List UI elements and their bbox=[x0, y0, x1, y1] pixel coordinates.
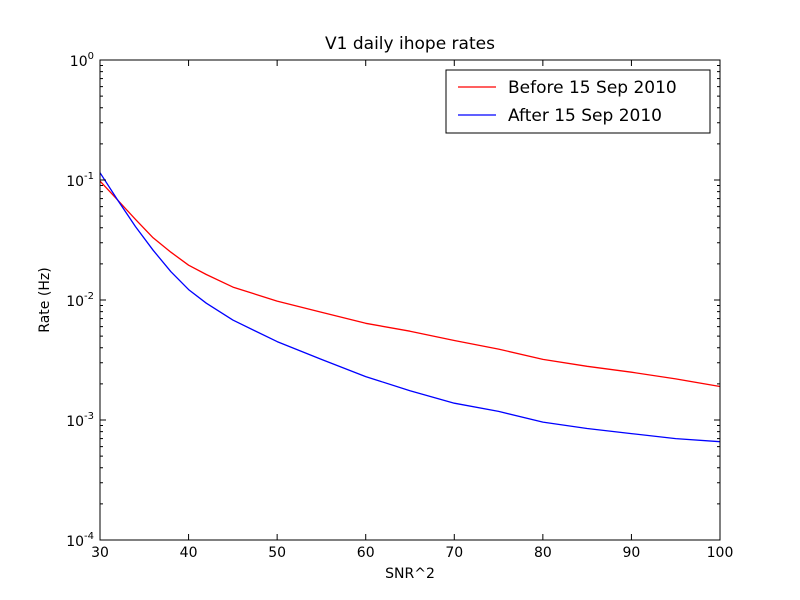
plot-frame bbox=[99, 59, 721, 541]
chart-title: V1 daily ihope rates bbox=[325, 34, 495, 54]
series-line-0 bbox=[99, 180, 721, 388]
y-tick-label: 10-4 bbox=[66, 531, 94, 550]
x-axis-label: SNR^2 bbox=[385, 566, 435, 582]
series-layer bbox=[99, 172, 721, 443]
legend: Before 15 Sep 2010 After 15 Sep 2010 bbox=[445, 69, 711, 134]
x-tick-label: 40 bbox=[180, 545, 198, 561]
y-axis-label: Rate (Hz) bbox=[37, 267, 53, 332]
x-tick-label: 90 bbox=[623, 545, 641, 561]
legend-label-before: Before 15 Sep 2010 bbox=[508, 78, 677, 98]
legend-box bbox=[445, 69, 711, 134]
x-tick-label: 50 bbox=[268, 545, 286, 561]
x-tick-label: 80 bbox=[534, 545, 552, 561]
legend-label-after: After 15 Sep 2010 bbox=[508, 106, 662, 126]
x-tick-label: 70 bbox=[445, 545, 463, 561]
y-tick-label: 10-1 bbox=[66, 171, 94, 190]
series-line-1 bbox=[99, 172, 721, 443]
y-tick-label: 10-3 bbox=[66, 411, 94, 430]
x-tick-label: 60 bbox=[357, 545, 375, 561]
tick-layer: 30 40 50 60 70 80 90 100 100 10-1 10-2 10-3 10-4 bbox=[66, 51, 733, 561]
x-tick-label: 100 bbox=[707, 545, 734, 561]
y-tick-label: 10-2 bbox=[66, 291, 94, 310]
x-tick-label: 30 bbox=[91, 545, 109, 561]
y-tick-label: 100 bbox=[70, 51, 94, 70]
